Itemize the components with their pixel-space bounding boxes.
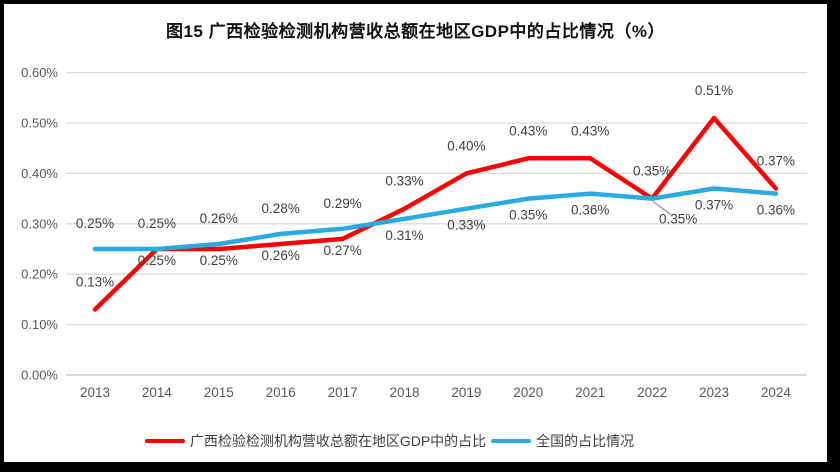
x-tick-label: 2015 [204, 385, 234, 400]
x-tick-label: 2021 [575, 385, 605, 400]
legend-label-guangxi: 广西检验检测机构营收总额在地区GDP中的占比 [189, 433, 487, 449]
x-tick-label: 2017 [328, 385, 358, 400]
x-tick-label: 2020 [513, 385, 543, 400]
label-leader-line [652, 200, 672, 216]
data-label-national-2020: 0.35% [509, 208, 547, 223]
x-tick-label: 2019 [451, 385, 481, 400]
legend: 广西检验检测机构营收总额在地区GDP中的占比 全国的占比情况 [4, 431, 801, 451]
y-axis-labels: 0.00% 0.10% 0.20% 0.30% 0.40% 0.50% 0.60% [21, 65, 58, 382]
x-tick-label: 2018 [389, 385, 419, 400]
x-tick-label: 2013 [80, 385, 110, 400]
x-tick-label: 2022 [637, 385, 667, 400]
data-labels-guangxi: 0.13% 0.25% 0.25% 0.26% 0.27% 0.33% 0.40% 0.43%… [76, 83, 795, 290]
x-tick-label: 2023 [699, 385, 729, 400]
data-label-national-2021: 0.36% [571, 203, 609, 218]
data-label-national-2017: 0.29% [323, 196, 361, 211]
data-label-guangxi-2020: 0.43% [509, 123, 547, 138]
data-label-national-2015: 0.26% [200, 211, 238, 226]
data-label-national-2016: 0.28% [262, 201, 300, 216]
data-label-national-2019: 0.33% [447, 218, 485, 233]
data-label-national-2014: 0.25% [138, 216, 176, 231]
x-axis-labels: 2013 2014 2015 2016 2017 2018 2019 2020 2021 2022… [80, 385, 791, 400]
gridlines [66, 71, 807, 376]
data-label-guangxi-2018: 0.33% [385, 174, 423, 189]
y-tick-label: 0.10% [21, 317, 58, 332]
data-label-national-2022: 0.35% [659, 212, 697, 227]
legend-swatch-national-line [491, 438, 532, 444]
data-label-national-2024: 0.36% [757, 203, 795, 218]
data-label-guangxi-2014: 0.25% [138, 253, 176, 268]
chart-canvas: 0.00%0.10%0.20%0.30%0.40%0.50%0.60%2013 2… [21, 65, 807, 400]
y-tick-label: 0.60% [21, 65, 58, 80]
data-label-guangxi-2024: 0.37% [757, 154, 795, 169]
data-label-guangxi-2022: 0.35% [633, 164, 671, 179]
y-tick-label: 0.20% [21, 267, 58, 282]
chart-title: 图15 广西检验检测机构营收总额在地区GDP中的占比情况（%） [165, 22, 666, 41]
data-label-guangxi-2013: 0.13% [76, 275, 114, 290]
data-label-guangxi-2021: 0.43% [571, 123, 609, 138]
data-label-guangxi-2019: 0.40% [447, 138, 485, 153]
data-label-national-2023: 0.37% [695, 198, 733, 213]
x-tick-label: 2016 [266, 385, 296, 400]
x-tick-label: 2024 [761, 385, 792, 400]
x-tick-label: 2014 [142, 385, 173, 400]
legend-label-national: 全国的占比情况 [536, 433, 635, 449]
data-label-guangxi-2017: 0.27% [323, 243, 361, 258]
series-line-guangxi [92, 115, 779, 312]
data-label-national-2013: 0.25% [76, 216, 114, 231]
data-label-guangxi-2015: 0.25% [200, 253, 238, 268]
data-label-guangxi-2023: 0.51% [695, 83, 733, 98]
y-tick-label: 0.40% [21, 166, 58, 181]
y-tick-label: 0.00% [21, 368, 58, 383]
y-tick-label: 0.30% [21, 216, 58, 231]
y-tick-label: 0.50% [21, 116, 58, 131]
data-label-national-2018: 0.31% [385, 228, 423, 243]
series-line-national [92, 186, 779, 252]
legend-swatch-guangxi-line [144, 438, 185, 444]
data-label-guangxi-2016: 0.26% [262, 248, 300, 263]
data-labels-national: 0.25% 0.25% 0.26% 0.28% 0.29% 0.31% 0.33% 0.35%… [76, 196, 795, 243]
